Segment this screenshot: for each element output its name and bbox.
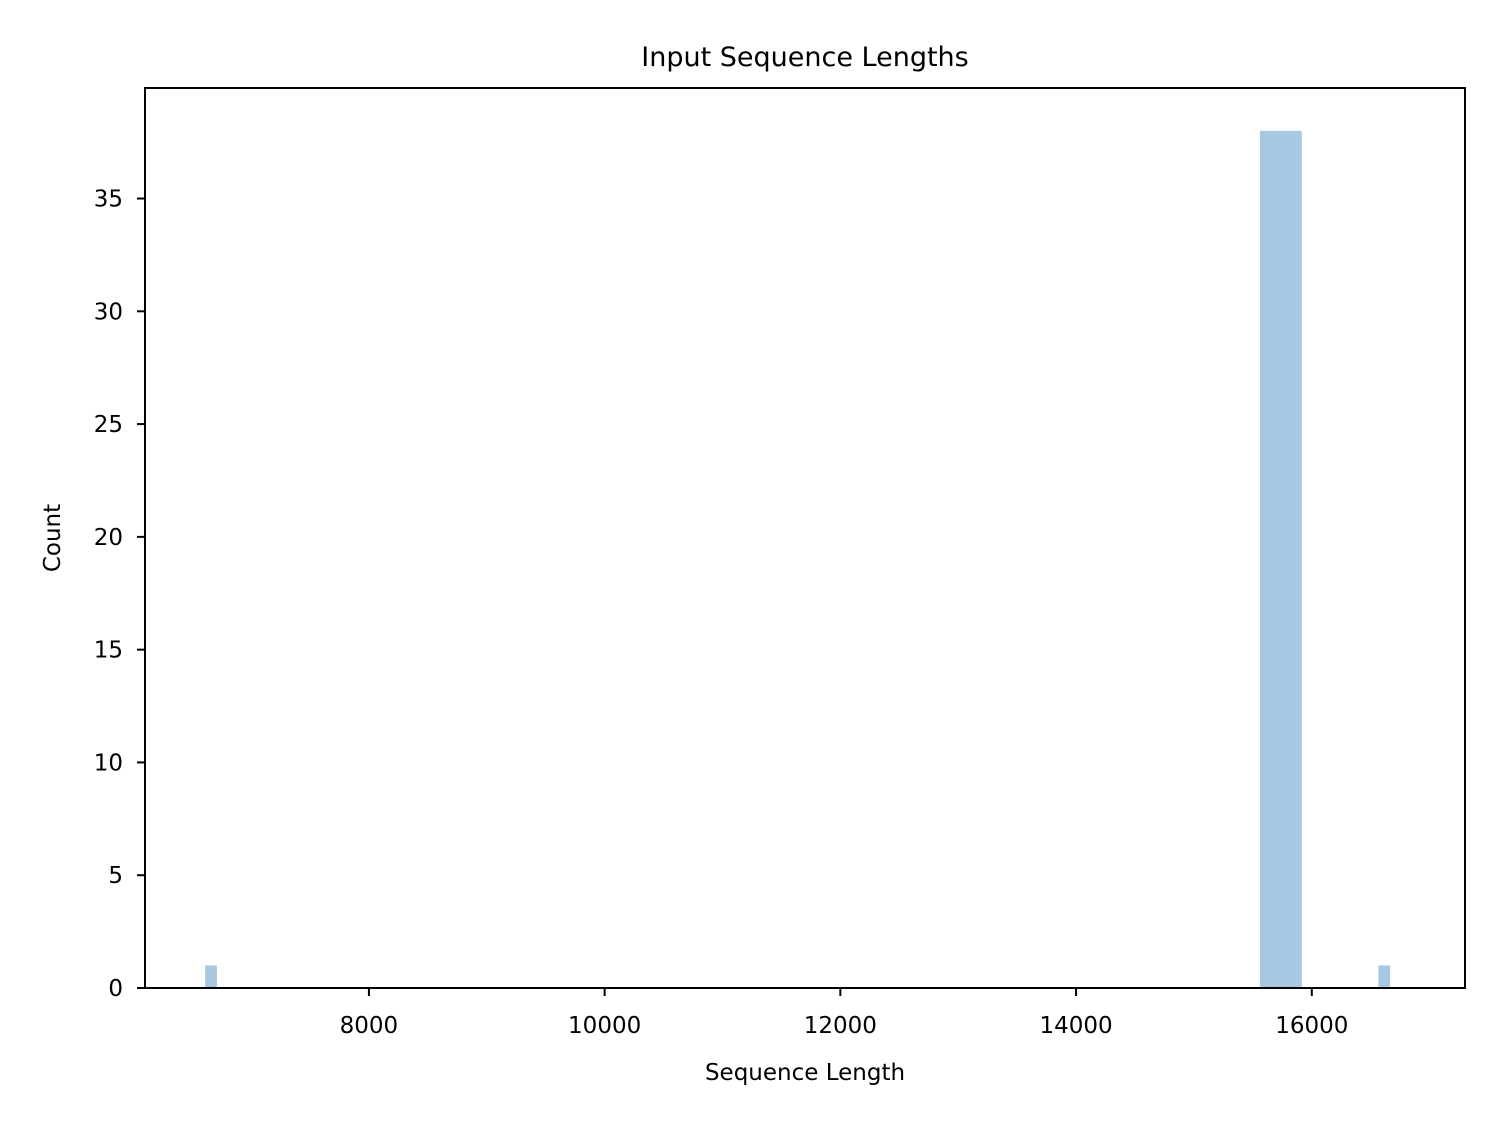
x-tick-label: 8000	[340, 1013, 399, 1039]
bars-layer	[205, 130, 1391, 988]
y-tick-label: 15	[94, 638, 123, 664]
y-axis-ticks: 0 5 10 15 20 25 30 35	[94, 187, 145, 1002]
y-tick-label: 35	[94, 187, 123, 213]
x-axis-ticks: 8000 10000 12000 14000 16000	[340, 988, 1348, 1039]
histogram-bar-1	[1259, 130, 1302, 988]
y-tick-label: 0	[108, 976, 123, 1002]
y-tick-label: 25	[94, 412, 123, 438]
chart-title: Input Sequence Lengths	[641, 42, 968, 73]
y-tick-label: 20	[94, 525, 123, 551]
histogram-bar-0	[205, 965, 217, 988]
y-tick-label: 10	[94, 750, 123, 776]
x-axis-label: Sequence Length	[705, 1060, 905, 1086]
x-tick-label: 12000	[804, 1013, 877, 1039]
y-tick-label: 30	[94, 299, 123, 325]
y-tick-label: 5	[108, 863, 123, 889]
plot-frame	[144, 87, 1466, 989]
x-tick-label: 14000	[1039, 1013, 1112, 1039]
x-tick-label: 10000	[568, 1013, 641, 1039]
histogram-bar-2	[1378, 965, 1391, 988]
y-axis-label: Count	[40, 504, 66, 572]
x-tick-label: 16000	[1275, 1013, 1348, 1039]
